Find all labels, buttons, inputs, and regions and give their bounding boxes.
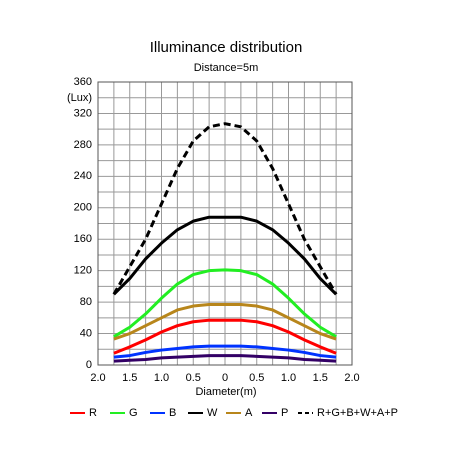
legend-label: B: [169, 407, 176, 419]
y-tick-label: 0: [86, 359, 92, 371]
x-tick-label: 0.5: [186, 372, 201, 384]
y-tick-label: 240: [74, 170, 92, 182]
x-axis-label: Diameter(m): [195, 386, 256, 398]
x-tick-label: 1.0: [281, 372, 296, 384]
series-line: [113, 354, 337, 363]
x-tick-label: 1.5: [313, 372, 328, 384]
y-tick-label: 160: [74, 233, 92, 245]
legend-label: R+G+B+W+A+P: [317, 407, 398, 419]
series-line: [112, 215, 338, 296]
x-tick-label: 0: [222, 372, 228, 384]
series-line: [112, 122, 338, 295]
y-tick-label: 360: [74, 76, 92, 88]
series-line: [113, 302, 337, 341]
legend-label: A: [245, 407, 253, 419]
legend-label: P: [281, 407, 288, 419]
series-line: [113, 344, 337, 359]
legend-label: R: [89, 407, 97, 419]
y-tick-label: 40: [80, 327, 92, 339]
chart-subtitle: Distance=5m: [194, 62, 259, 74]
y-tick-label: 280: [74, 139, 92, 151]
plot-frame: [97, 81, 353, 366]
y-tick-label: 320: [74, 107, 92, 119]
y-tick-label: 200: [74, 202, 92, 214]
x-tick-label: 1.5: [122, 372, 137, 384]
x-tick-label: 1.0: [154, 372, 169, 384]
y-tick-label: 80: [80, 296, 92, 308]
series-line: [113, 318, 337, 355]
legend-label: G: [129, 407, 138, 419]
y-tick-label: 120: [74, 265, 92, 277]
series-line: [113, 268, 337, 338]
x-tick-label: 0.5: [249, 372, 264, 384]
legend-label: W: [207, 407, 218, 419]
chart-title: Illuminance distribution: [150, 39, 303, 56]
x-tick-label: 2.0: [90, 372, 105, 384]
y-axis-label: (Lux): [67, 92, 92, 104]
x-tick-label: 2.0: [344, 372, 359, 384]
